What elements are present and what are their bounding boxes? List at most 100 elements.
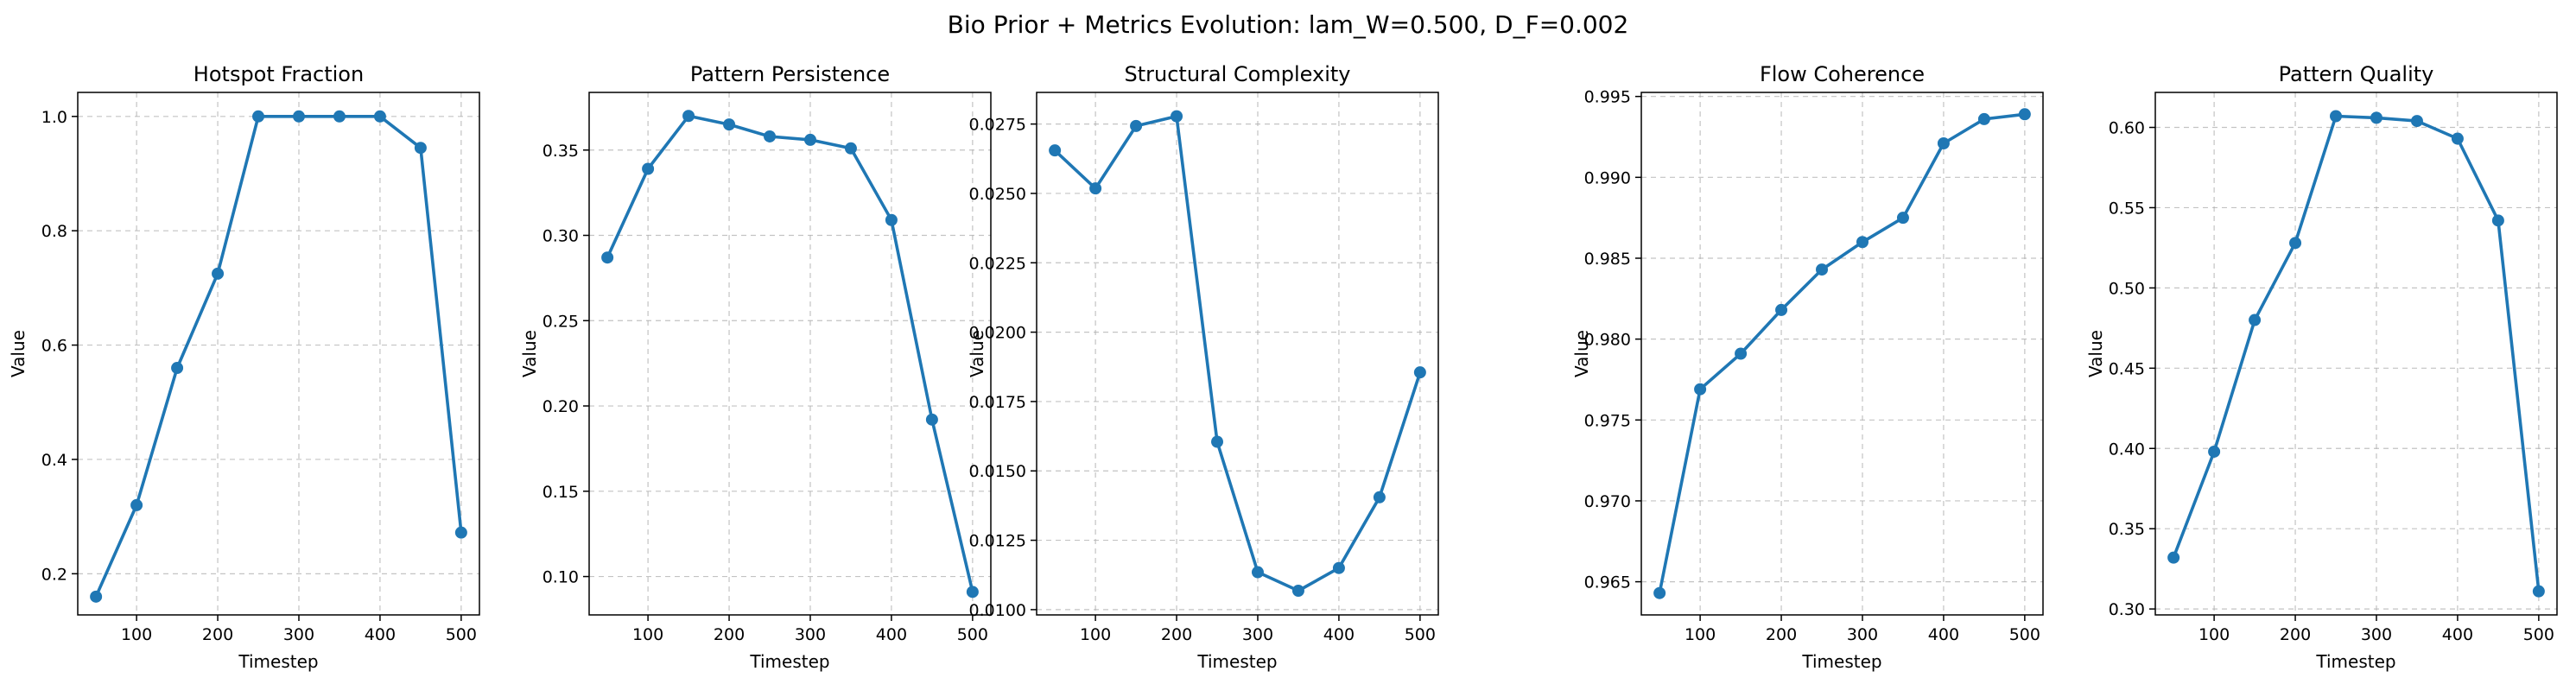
data-point <box>2451 132 2464 145</box>
y-tick-label: 0.0275 <box>969 116 1026 135</box>
x-axis-label: Timestep <box>1196 651 1277 672</box>
y-tick-label: 0.2 <box>41 565 67 584</box>
data-point <box>1694 383 1707 396</box>
data-point <box>803 133 816 146</box>
y-tick-label: 0.55 <box>2109 199 2145 218</box>
y-tick-label: 0.965 <box>1584 573 1631 592</box>
x-tick-label: 200 <box>202 625 233 644</box>
subplot-title: Pattern Quality <box>2279 62 2434 86</box>
y-tick-label: 0.40 <box>2109 440 2145 459</box>
x-tick-label: 300 <box>2361 625 2392 644</box>
data-point <box>2289 237 2302 250</box>
subplot-title: Structural Complexity <box>1125 62 1351 86</box>
subplot-title: Pattern Persistence <box>690 62 890 86</box>
data-point <box>2410 115 2423 128</box>
data-point <box>130 498 143 511</box>
x-tick-label: 400 <box>365 625 396 644</box>
y-axis-label: Value <box>2085 330 2106 377</box>
data-point <box>292 110 305 123</box>
data-point <box>2532 585 2545 598</box>
data-point <box>2330 110 2343 123</box>
series-line <box>1053 114 1422 592</box>
data-point <box>212 267 225 280</box>
data-point <box>2018 108 2031 121</box>
y-tick-label: 0.10 <box>542 568 579 587</box>
data-point <box>414 142 427 155</box>
data-point <box>373 110 386 123</box>
data-point <box>2249 314 2262 326</box>
data-point <box>764 130 777 142</box>
data-point <box>454 526 467 539</box>
y-tick-label: 0.20 <box>542 397 579 416</box>
x-tick-label: 300 <box>1847 625 1878 644</box>
data-point <box>1089 182 1102 195</box>
data-point <box>333 110 346 123</box>
y-axis-label: Value <box>967 330 987 377</box>
data-point <box>252 110 265 123</box>
data-point <box>1937 137 1950 150</box>
subplot-panels: 100 200 300 400 500 0.2 0.4 0.6 0.8 1.0 Hotspot Fr… <box>8 62 2558 672</box>
x-tick-label: 200 <box>1766 625 1797 644</box>
x-tick-label: 100 <box>1685 625 1716 644</box>
subplot-2: 100 200 300 400 500 0.10 0.15 0.20 0.25 0.30 0.35 P… <box>519 62 992 672</box>
data-point <box>642 162 655 175</box>
x-tick-label: 300 <box>283 625 314 644</box>
subplot-3: 100 200 300 400 500 0.0100 0.0125 0.0150 0.0175 0… <box>967 62 1439 672</box>
x-tick-label: 500 <box>1405 625 1436 644</box>
y-tick-label: 0.0100 <box>969 601 1026 620</box>
y-tick-label: 0.975 <box>1584 411 1631 430</box>
y-tick-label: 0.0125 <box>969 532 1026 551</box>
series-line <box>1658 112 2026 594</box>
y-tick-label: 0.980 <box>1584 331 1631 350</box>
axes-frame <box>1640 92 2044 616</box>
y-tick-label: 0.30 <box>2109 600 2145 619</box>
y-tick-label: 0.0250 <box>969 185 1026 204</box>
y-tick-label: 1.0 <box>41 108 67 127</box>
series-line <box>94 115 463 598</box>
data-point <box>1816 263 1829 276</box>
data-point <box>90 590 103 603</box>
axes-frame <box>588 92 992 616</box>
data-point <box>171 362 184 375</box>
y-tick-label: 0.990 <box>1584 168 1631 187</box>
x-tick-label: 100 <box>632 625 663 644</box>
x-axis-label: Timestep <box>2315 651 2395 672</box>
x-tick-label: 300 <box>1242 625 1273 644</box>
x-tick-label: 100 <box>1080 625 1111 644</box>
data-point <box>2167 551 2180 564</box>
y-tick-label: 0.50 <box>2109 279 2145 298</box>
series-line <box>2172 114 2541 592</box>
y-tick-label: 0.0150 <box>969 462 1026 481</box>
subplot-title: Hotspot Fraction <box>194 62 364 86</box>
data-point <box>1896 212 1909 225</box>
data-point <box>844 142 857 155</box>
y-tick-label: 0.985 <box>1584 250 1631 269</box>
y-tick-label: 0.60 <box>2109 119 2145 138</box>
data-point <box>2208 445 2221 458</box>
data-point <box>1332 561 1345 574</box>
subplot-5: 100 200 300 400 500 0.30 0.35 0.40 0.45 0.50 0.55 0… <box>2085 62 2558 672</box>
y-tick-label: 0.0225 <box>969 254 1026 273</box>
data-point <box>1775 303 1788 316</box>
data-point <box>1653 586 1666 599</box>
y-axis-label: Value <box>8 330 29 377</box>
x-tick-label: 500 <box>2523 625 2554 644</box>
x-axis-label: Timestep <box>238 651 318 672</box>
y-tick-label: 0.970 <box>1584 492 1631 511</box>
data-point <box>1291 585 1304 598</box>
y-tick-label: 0.25 <box>542 312 579 331</box>
data-point <box>1130 119 1143 132</box>
y-tick-label: 0.4 <box>41 451 67 470</box>
y-tick-label: 0.30 <box>542 227 579 246</box>
y-tick-label: 0.8 <box>41 222 67 241</box>
y-tick-label: 0.995 <box>1584 88 1631 107</box>
x-tick-label: 400 <box>1323 625 1355 644</box>
x-tick-label: 400 <box>2442 625 2473 644</box>
data-point <box>1171 110 1183 123</box>
data-point <box>925 413 938 426</box>
y-axis-label: Value <box>519 330 540 377</box>
data-point <box>1211 435 1224 448</box>
data-point <box>1977 112 1990 125</box>
subplot-1: 100 200 300 400 500 0.2 0.4 0.6 0.8 1.0 Hotspot Fr… <box>8 62 480 672</box>
